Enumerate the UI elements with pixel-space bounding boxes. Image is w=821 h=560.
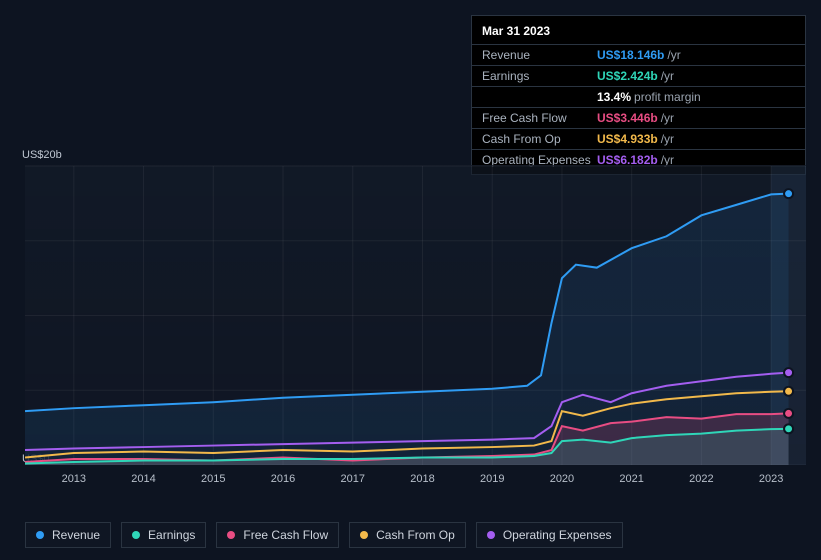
tooltip-row-label: Cash From Op	[482, 131, 597, 147]
tooltip-row: EarningsUS$2.424b/yr	[472, 65, 805, 86]
x-tick-label: 2021	[619, 473, 643, 485]
legend: Revenue Earnings Free Cash Flow Cash From O…	[25, 522, 623, 548]
x-tick-label: 2017	[340, 473, 364, 485]
legend-item-earnings[interactable]: Earnings	[121, 522, 206, 548]
x-tick-label: 2019	[480, 473, 504, 485]
x-tick-label: 2015	[201, 473, 225, 485]
tooltip-row-value: US$4.933b/yr	[597, 131, 674, 147]
legend-dot	[36, 531, 44, 539]
plot-region[interactable]	[25, 165, 806, 465]
legend-item-operating-expenses[interactable]: Operating Expenses	[476, 522, 623, 548]
tooltip-row-label: Revenue	[482, 47, 597, 63]
hover-tooltip: Mar 31 2023 RevenueUS$18.146b/yrEarnings…	[471, 15, 806, 175]
tooltip-row: 13.4%profit margin	[472, 86, 805, 107]
tooltip-row: Cash From OpUS$4.933b/yr	[472, 128, 805, 149]
y-axis-max-label: US$20b	[22, 149, 62, 161]
x-tick-label: 2013	[62, 473, 86, 485]
x-tick-label: 2018	[410, 473, 434, 485]
x-tick-label: 2023	[759, 473, 783, 485]
legend-dot	[227, 531, 235, 539]
legend-label: Operating Expenses	[503, 528, 612, 542]
tooltip-row-value: US$3.446b/yr	[597, 110, 674, 126]
legend-item-revenue[interactable]: Revenue	[25, 522, 111, 548]
tooltip-row-label: Earnings	[482, 68, 597, 84]
x-tick-label: 2016	[271, 473, 295, 485]
tooltip-date: Mar 31 2023	[472, 20, 805, 44]
chart-area: US$20b US$0 2013201420152016201720182019…	[0, 155, 821, 515]
legend-dot	[360, 531, 368, 539]
tooltip-row: RevenueUS$18.146b/yr	[472, 44, 805, 65]
tooltip-row-value: US$2.424b/yr	[597, 68, 674, 84]
legend-item-cash-from-op[interactable]: Cash From Op	[349, 522, 466, 548]
legend-label: Revenue	[52, 528, 100, 542]
chart-container: Mar 31 2023 RevenueUS$18.146b/yrEarnings…	[0, 0, 821, 560]
legend-label: Cash From Op	[376, 528, 455, 542]
x-tick-label: 2014	[131, 473, 155, 485]
legend-dot	[487, 531, 495, 539]
tooltip-rows: RevenueUS$18.146b/yrEarningsUS$2.424b/yr…	[472, 44, 805, 170]
legend-label: Free Cash Flow	[243, 528, 328, 542]
legend-label: Earnings	[148, 528, 195, 542]
legend-dot	[132, 531, 140, 539]
x-tick-label: 2020	[550, 473, 574, 485]
legend-item-free-cash-flow[interactable]: Free Cash Flow	[216, 522, 339, 548]
tooltip-row-value: 13.4%profit margin	[597, 89, 701, 105]
tooltip-row-value: US$18.146b/yr	[597, 47, 681, 63]
x-tick-label: 2022	[689, 473, 713, 485]
tooltip-row-label: Free Cash Flow	[482, 110, 597, 126]
plot-svg	[25, 166, 806, 465]
tooltip-row: Free Cash FlowUS$3.446b/yr	[472, 107, 805, 128]
